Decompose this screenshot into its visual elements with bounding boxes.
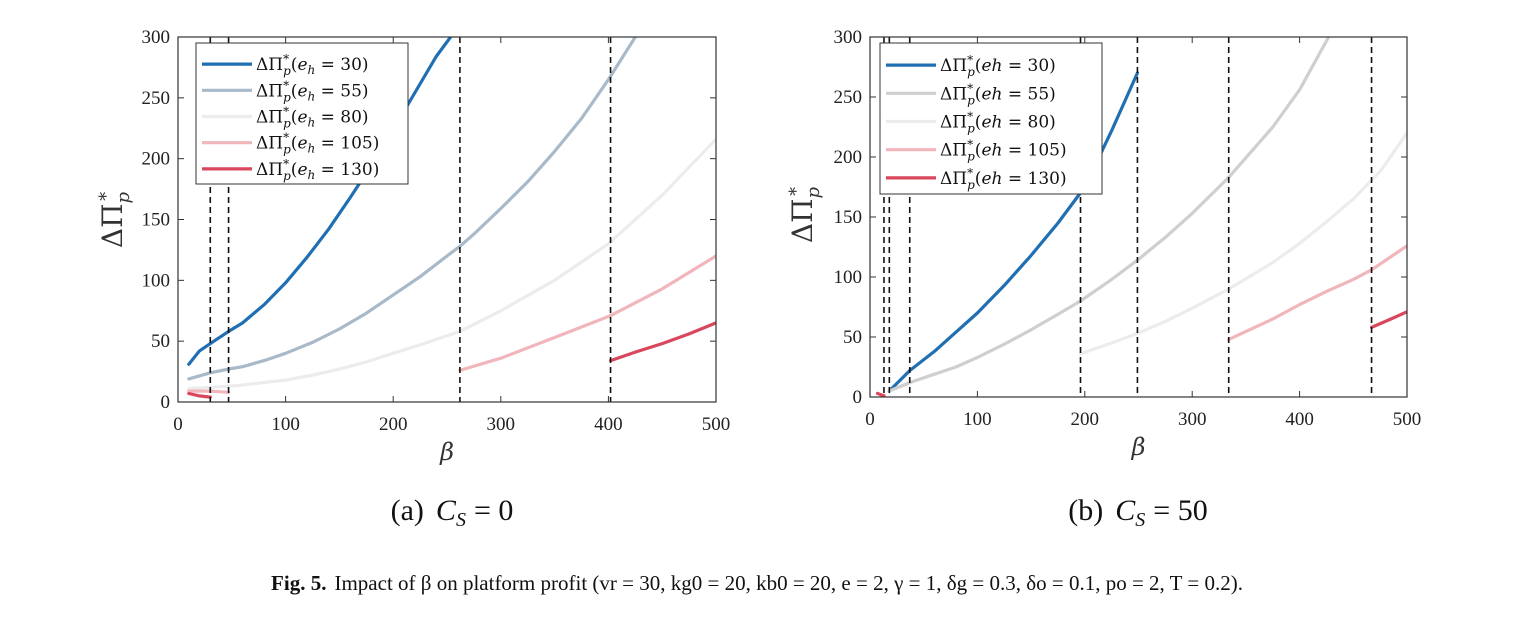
y-tick-label: 200 (834, 147, 863, 168)
y-tick-label: 50 (151, 331, 170, 352)
y-tick-label: 0 (161, 392, 171, 413)
series-line-3-segment-1 (1078, 131, 1407, 356)
legend-entry-4: ΔΠ* p(eh = 105) (256, 131, 379, 157)
y-tick-label: 150 (142, 210, 171, 231)
x-tick-label: 200 (379, 414, 408, 435)
y-tick-label: 50 (843, 327, 862, 348)
y-tick-label: 250 (142, 88, 171, 109)
series-line-5-segment-2 (608, 321, 716, 363)
y-tick-label: 100 (142, 270, 171, 291)
x-tick-label: 0 (173, 414, 183, 435)
y-tick-label: 0 (853, 387, 863, 408)
plot-area (875, 37, 1407, 397)
legend-entry-2: ΔΠ* p(eh = 55) (940, 81, 1056, 107)
series-line-4-segment-2 (458, 254, 716, 372)
x-axis-label: β (439, 438, 454, 466)
x-axis-label: β (1131, 433, 1146, 461)
y-tick-label: 200 (142, 149, 171, 170)
y-tick-label: 150 (834, 207, 863, 228)
x-tick-label: 400 (594, 414, 623, 435)
x-tick-label: 500 (702, 414, 731, 435)
chart-panel-b: 0 100 200 300 400 500 0 50 100 150 200 250 300 β ΔΠp* Δ… (786, 27, 1421, 461)
series-line-5-segment-1 (187, 391, 212, 399)
y-tick-label: 300 (142, 27, 171, 48)
legend-entry-2: ΔΠ* p(eh = 55) (256, 78, 369, 104)
series-line-5-segment-1 (875, 391, 886, 397)
chart-panel-a: 0 100 200 300 400 500 0 50 100 150 200 250 300 β ΔΠp* Δ… (96, 27, 730, 466)
x-tick-label: 300 (487, 414, 516, 435)
series-line-5-segment-2 (1369, 310, 1407, 329)
legend-entry-1: ΔΠ* p(eh = 30) (256, 52, 369, 78)
y-tick-label: 300 (834, 27, 863, 48)
legend: ΔΠ* p(eh = 30)ΔΠ* p(eh = 55)ΔΠ* p(eh = 80)Δ… (879, 42, 1103, 195)
series-line-3-segment-1 (187, 137, 716, 391)
legend-entry-5: ΔΠ* p(eh = 130) (940, 166, 1067, 192)
legend-box (879, 42, 1103, 195)
legend-entry-5: ΔΠ* p(eh = 130) (256, 157, 379, 183)
subtitle-b: (b) CS = 50 (1068, 494, 1207, 531)
x-tick-label: 0 (865, 409, 875, 430)
legend-box (195, 42, 409, 185)
x-tick-label: 100 (963, 409, 992, 430)
x-tick-label: 400 (1285, 409, 1314, 430)
x-tick-label: 300 (1178, 409, 1207, 430)
series-line-2-segment-1 (187, 37, 637, 381)
series-line-4-segment-1 (187, 389, 231, 394)
legend: ΔΠ* p(eh = 30)ΔΠ* p(eh = 55)ΔΠ* p(eh = 80)Δ… (195, 42, 409, 185)
legend-entry-1: ΔΠ* p(eh = 30) (940, 53, 1056, 79)
y-axis-label: ΔΠp* (786, 186, 824, 243)
y-axis-label: ΔΠp* (96, 191, 134, 248)
legend-entry-4: ΔΠ* p(eh = 105) (940, 138, 1067, 164)
x-tick-label: 200 (1071, 409, 1100, 430)
x-tick-label: 100 (271, 414, 300, 435)
y-tick-label: 250 (834, 87, 863, 108)
figure-caption: Fig. 5. Impact of β on platform profit (v… (271, 571, 1243, 595)
y-tick-label: 100 (834, 267, 863, 288)
subtitle-a: (a) CS = 0 (391, 494, 514, 531)
legend-entry-3: ΔΠ* p(eh = 80) (256, 105, 369, 131)
legend-entry-3: ΔΠ* p(eh = 80) (940, 110, 1056, 136)
x-tick-label: 500 (1393, 409, 1422, 430)
